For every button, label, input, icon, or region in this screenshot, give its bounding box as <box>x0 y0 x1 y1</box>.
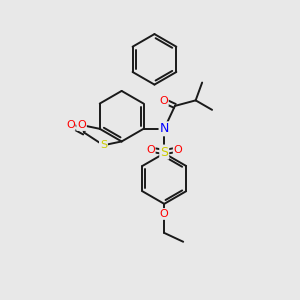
Text: O: O <box>160 209 169 219</box>
Text: O: O <box>77 120 86 130</box>
Text: O: O <box>159 96 168 106</box>
Text: S: S <box>100 140 107 150</box>
Text: S: S <box>160 146 168 159</box>
Text: O: O <box>174 145 182 154</box>
Text: O: O <box>146 145 155 154</box>
Text: O: O <box>66 120 75 130</box>
Text: N: N <box>160 122 169 135</box>
